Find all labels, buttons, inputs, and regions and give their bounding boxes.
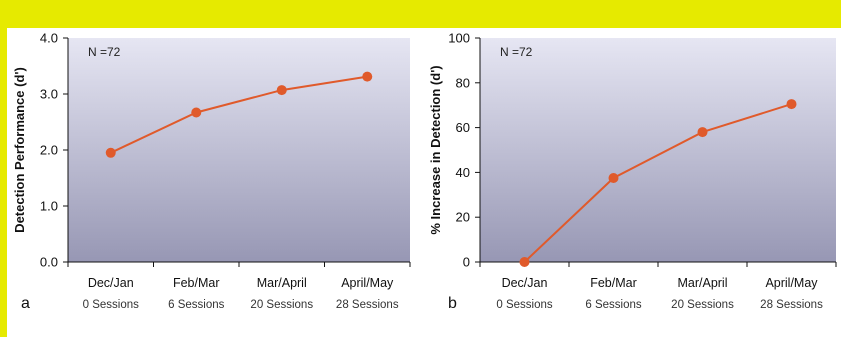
plot-area <box>480 38 836 262</box>
x-category-label: Dec/Jan <box>88 276 134 290</box>
data-point <box>362 71 373 82</box>
frame-top-border <box>0 0 841 28</box>
y-tick-label: 0.0 <box>40 255 58 270</box>
x-sessions-label: 6 Sessions <box>585 299 642 311</box>
y-tick-label: 40 <box>456 165 470 180</box>
y-tick-label: 80 <box>456 75 470 90</box>
sample-size-note: N =72 <box>88 45 121 59</box>
data-point <box>191 107 202 118</box>
x-sessions-label: 28 Sessions <box>760 299 823 311</box>
series-line <box>523 103 792 263</box>
x-category-label: Mar/April <box>677 276 727 290</box>
data-point <box>608 173 619 183</box>
x-category-label: Dec/Jan <box>502 276 548 290</box>
x-sessions-label: 28 Sessions <box>336 299 399 311</box>
x-sessions-label: 0 Sessions <box>496 299 553 311</box>
x-sessions-label: 20 Sessions <box>671 299 734 311</box>
x-category-label: Feb/Mar <box>173 276 220 290</box>
y-tick-label: 1.0 <box>40 199 58 214</box>
x-sessions-label: 6 Sessions <box>168 299 225 311</box>
y-axis-label: % Increase in Detection (d') <box>428 65 443 234</box>
y-tick-label: 20 <box>456 210 470 225</box>
y-tick-label: 0 <box>463 255 470 270</box>
y-tick-label: 3.0 <box>40 87 58 102</box>
y-tick-label: 4.0 <box>40 31 58 46</box>
chart-panel-b: 0 20 40 60 80 100 Dec/Jan 0 Sessions Feb/Mar 6 Se… <box>428 31 837 312</box>
data-point <box>519 257 530 267</box>
panel-letter: b <box>448 295 457 312</box>
x-sessions-label: 20 Sessions <box>250 299 313 311</box>
y-tick-label: 100 <box>448 31 470 46</box>
series-line <box>110 75 368 154</box>
y-tick-label: 60 <box>456 120 470 135</box>
x-category-label: Mar/April <box>257 276 307 290</box>
plot-area <box>68 38 410 262</box>
data-point <box>786 99 797 110</box>
x-sessions-label: 0 Sessions <box>83 299 140 311</box>
sample-size-note: N =72 <box>500 45 533 59</box>
chart-panel-a: 0.0 1.0 2.0 3.0 4.0 Dec/Jan 0 Sessions Feb/Mar 6… <box>12 31 411 312</box>
y-axis-label: Detection Performance (d') <box>12 67 27 233</box>
frame-left-border <box>0 0 7 337</box>
data-point <box>697 127 708 138</box>
x-category-label: April/May <box>341 276 394 290</box>
data-point <box>276 85 287 96</box>
x-category-label: April/May <box>765 276 818 290</box>
panel-letter: a <box>21 295 30 312</box>
data-point <box>105 147 116 158</box>
y-tick-label: 2.0 <box>40 143 58 158</box>
x-category-label: Feb/Mar <box>590 276 637 290</box>
